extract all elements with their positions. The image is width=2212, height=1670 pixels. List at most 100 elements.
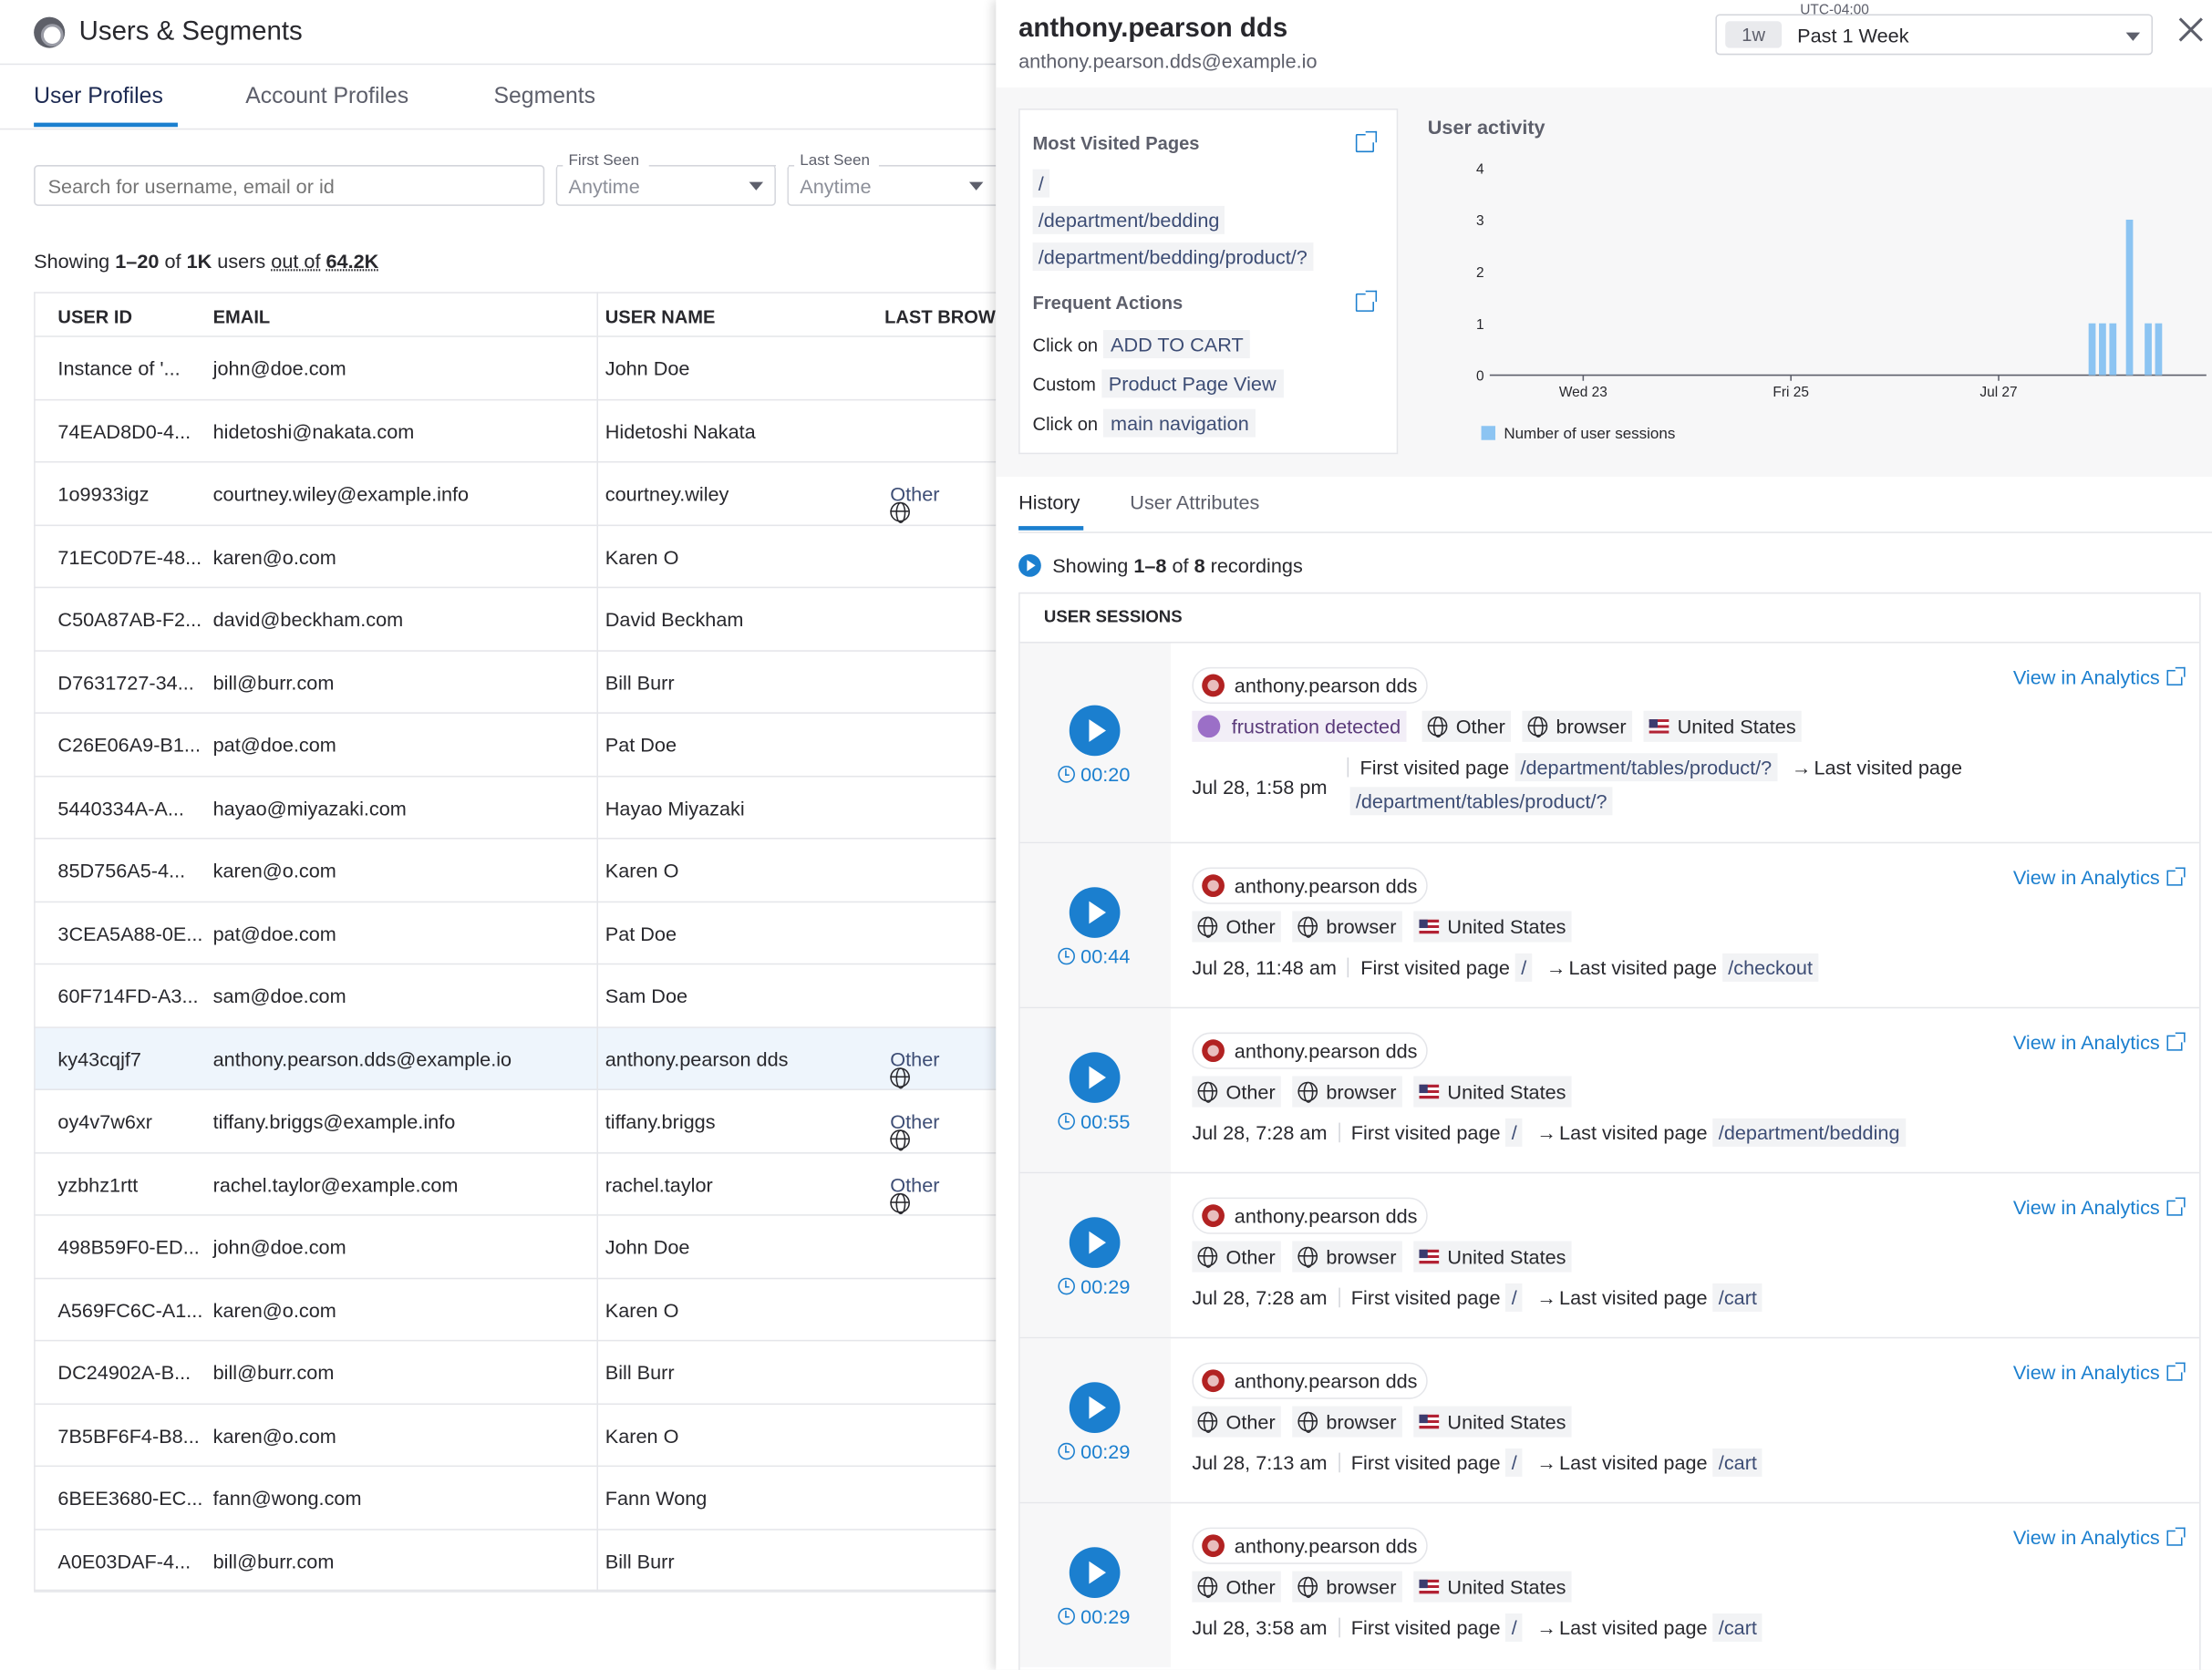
play-recording-button[interactable]: [1069, 1547, 1121, 1598]
table-row[interactable]: A0E03DAF-4... bill@burr.com Bill Burr: [34, 1530, 997, 1593]
external-link-icon[interactable]: [1355, 290, 1378, 312]
table-row[interactable]: 5440334A-A... hayao@miyazaki.com Hayao Miy…: [34, 777, 997, 840]
last-page[interactable]: /department/bedding: [1712, 1118, 1906, 1147]
user-name-cell: Karen O: [605, 544, 679, 568]
view-in-analytics-link[interactable]: View in Analytics: [2013, 866, 2186, 889]
last-page[interactable]: /cart: [1712, 1448, 1763, 1477]
play-recording-button[interactable]: [1069, 705, 1121, 757]
clock-icon: [1058, 766, 1075, 783]
first-seen-dropdown[interactable]: First Seen Anytime: [555, 152, 776, 206]
tab-user-attributes[interactable]: User Attributes: [1130, 490, 1260, 514]
search-input[interactable]: [34, 165, 545, 206]
globe-icon: [1197, 1081, 1218, 1103]
last-page[interactable]: /cart: [1712, 1613, 1763, 1642]
last-seen-value: Anytime: [800, 174, 872, 198]
last-page[interactable]: /checkout: [1722, 953, 1819, 982]
most-visited-title: Most Visited Pages: [1032, 132, 1200, 154]
tab-account-profiles[interactable]: Account Profiles: [245, 84, 409, 109]
country-tag: United States: [1413, 1406, 1572, 1438]
first-page[interactable]: /: [1505, 1448, 1523, 1477]
user-id-cell: 1o9933igz: [57, 482, 150, 505]
frustration-icon: [1197, 715, 1221, 738]
app-header: Users & Segments: [0, 0, 997, 66]
play-recording-button[interactable]: [1069, 1382, 1121, 1433]
table-row[interactable]: 85D756A5-4... karen@o.com Karen O: [34, 840, 997, 902]
browser-tag: Other: [1192, 1406, 1281, 1438]
table-row[interactable]: yzbhz1rtt rachel.taylor@example.com rachel…: [34, 1153, 997, 1216]
table-row[interactable]: 6BEE3680-EC... fann@wong.com Fann Wong: [34, 1467, 997, 1530]
email-cell: sam@doe.com: [212, 984, 346, 1007]
country-tag: United States: [1413, 1076, 1572, 1108]
user-detail-panel: anthony.pearson dds anthony.pearson.dds@…: [996, 0, 2212, 1670]
tab-segments[interactable]: Segments: [493, 84, 595, 109]
table-row[interactable]: DC24902A-B... bill@burr.com Bill Burr: [34, 1341, 997, 1405]
close-icon[interactable]: [2178, 17, 2204, 43]
active-subtab-indicator: [1018, 526, 1084, 531]
user-name-cell: rachel.taylor: [605, 1172, 713, 1196]
tab-user-profiles[interactable]: User Profiles: [34, 84, 163, 109]
first-page[interactable]: /: [1505, 1118, 1523, 1147]
time-range-value: Past 1 Week: [1797, 24, 1909, 47]
browser-tag: Other: [1192, 1241, 1281, 1273]
visited-page[interactable]: /department/bedding: [1032, 205, 1225, 234]
col-last-browser[interactable]: LAST BROWSE: [884, 305, 996, 327]
user-name-cell: courtney.wiley: [605, 482, 729, 505]
table-row[interactable]: 1o9933igz courtney.wiley@example.info cour…: [34, 462, 997, 526]
us-flag-icon: [1419, 1579, 1440, 1594]
user-id-cell: 60F714FD-A3...: [57, 984, 199, 1007]
view-in-analytics-link[interactable]: View in Analytics: [2013, 1031, 2186, 1054]
col-user-name[interactable]: USER NAME: [605, 305, 716, 327]
app-tag: browser: [1292, 1076, 1402, 1108]
table-row[interactable]: 71EC0D7E-48... karen@o.com Karen O: [34, 525, 997, 589]
frequent-action: Custom Product Page View: [1033, 369, 1284, 398]
last-page[interactable]: /cart: [1712, 1283, 1763, 1312]
session-row: 00:44 anthony.pearson dds Other browser Unit…: [1019, 841, 2200, 1007]
table-row[interactable]: ky43cqjf7 anthony.pearson.dds@example.io a…: [34, 1027, 997, 1090]
time-range-selector[interactable]: 1w Past 1 Week: [1715, 14, 2154, 56]
x-tick-label: Wed 23: [1559, 385, 1607, 400]
session-date: Jul 28, 3:58 am: [1192, 1616, 1328, 1639]
table-row[interactable]: 7B5BF6F4-B8... karen@o.com Karen O: [34, 1404, 997, 1468]
view-in-analytics-link[interactable]: View in Analytics: [2013, 665, 2186, 688]
user-id-cell: Instance of '...: [57, 356, 181, 380]
last-seen-dropdown[interactable]: Last Seen Anytime: [787, 152, 997, 206]
table-row[interactable]: C26E06A9-B1... pat@doe.com Pat Doe: [34, 714, 997, 777]
visited-page[interactable]: /: [1032, 169, 1049, 198]
first-page[interactable]: /: [1515, 953, 1533, 982]
us-flag-icon: [1419, 1084, 1440, 1099]
session-pages: Jul 28, 7:13 am First visited page / → Las…: [1192, 1448, 1763, 1477]
user-id-cell: 6BEE3680-EC...: [57, 1486, 203, 1510]
col-user-id[interactable]: USER ID: [57, 305, 133, 327]
table-row[interactable]: A569FC6C-A1... karen@o.com Karen O: [34, 1279, 997, 1342]
app-tag: browser: [1292, 1571, 1402, 1603]
browser-label: Other: [890, 1046, 940, 1070]
first-seen-value: Anytime: [568, 174, 640, 198]
tab-history[interactable]: History: [1018, 490, 1080, 514]
table-row[interactable]: 74EAD8D0-4... hidetoshi@nakata.com Hidetos…: [34, 400, 997, 463]
table-row[interactable]: C50A87AB-F2... david@beckham.com David Bec…: [34, 588, 997, 652]
first-page[interactable]: /department/tables/product/?: [1514, 753, 1778, 782]
view-in-analytics-link[interactable]: View in Analytics: [2013, 1196, 2186, 1219]
view-in-analytics-link[interactable]: View in Analytics: [2013, 1526, 2186, 1549]
user-name-cell: David Beckham: [605, 607, 744, 631]
table-row[interactable]: Instance of '... john@doe.com John Doe: [34, 337, 997, 400]
first-page[interactable]: /: [1505, 1613, 1523, 1642]
user-id-cell: ky43cqjf7: [57, 1046, 141, 1070]
col-email[interactable]: EMAIL: [212, 305, 271, 327]
play-recording-button[interactable]: [1069, 1052, 1121, 1103]
table-row[interactable]: oy4v7w6xr tiffany.briggs@example.info tiff…: [34, 1090, 997, 1153]
detail-tabs: History User Attributes: [1018, 477, 2212, 533]
table-row[interactable]: 3CEA5A88-0E... pat@doe.com Pat Doe: [34, 902, 997, 965]
play-recording-button[interactable]: [1069, 1217, 1121, 1268]
session-duration: 00:29: [1058, 1275, 1130, 1297]
play-recording-button[interactable]: [1069, 887, 1121, 938]
globe-icon: [890, 1192, 910, 1214]
first-page[interactable]: /: [1505, 1283, 1523, 1312]
table-row[interactable]: 498B59F0-ED... john@doe.com John Doe: [34, 1216, 997, 1279]
table-row[interactable]: D7631727-34... bill@burr.com Bill Burr: [34, 651, 997, 714]
external-link-icon[interactable]: [1355, 130, 1378, 153]
visited-page[interactable]: /department/bedding/product/?: [1032, 242, 1313, 272]
last-page[interactable]: /department/tables/product/?: [1349, 787, 1613, 816]
view-in-analytics-link[interactable]: View in Analytics: [2013, 1361, 2186, 1384]
table-row[interactable]: 60F714FD-A3... sam@doe.com Sam Doe: [34, 964, 997, 1028]
